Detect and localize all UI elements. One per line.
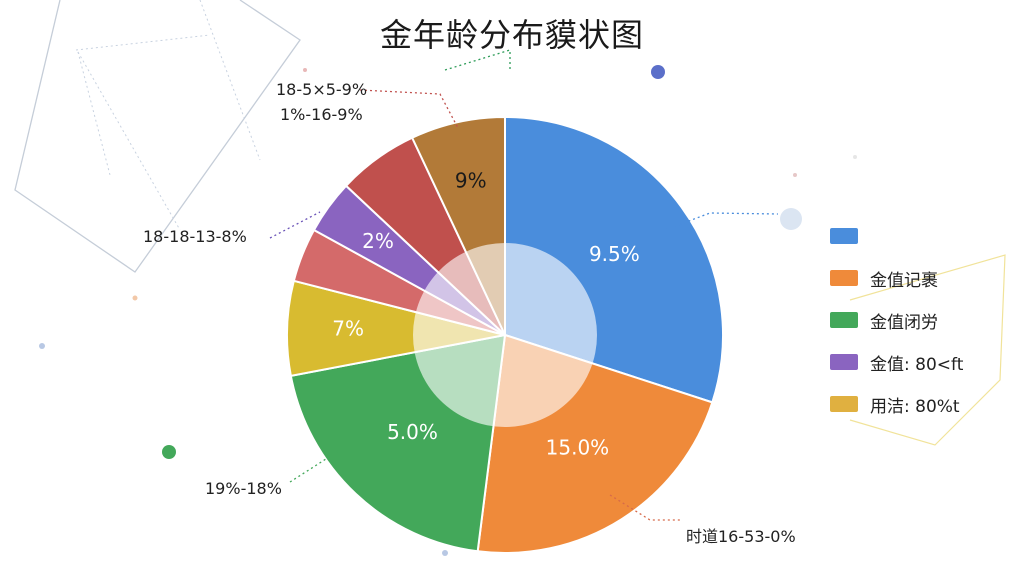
slice-label-2: 15.0% — [546, 436, 610, 460]
slice-label-8: 9% — [455, 168, 487, 192]
slice-label-3: 5.0% — [387, 420, 438, 444]
legend-label: 金值: 80<ft — [870, 354, 964, 375]
annotation-bottom-left: 19%-18% — [205, 479, 282, 498]
leader-line-bottom-right — [609, 494, 680, 521]
chart-title: 金年龄分布貘状图 — [379, 16, 644, 54]
slice-label-4: 7% — [332, 317, 364, 341]
legend-swatch — [830, 354, 858, 370]
legend-label: 金值记裹 — [870, 270, 938, 291]
annotation-left: 18-18-13-8% — [143, 227, 247, 246]
legend-swatch — [830, 270, 858, 286]
legend-item-2: 金值记裹 — [830, 268, 963, 291]
legend: 金值记裹金值闭労金值: 80<ft 用洁: 80%t — [830, 226, 963, 436]
decor-dot-light — [780, 208, 802, 230]
decor-dot-green — [162, 445, 176, 459]
decor-dot-blue — [651, 65, 665, 79]
center-glow — [413, 243, 597, 427]
slice-label-1: 9.5% — [589, 242, 640, 266]
leader-line-right — [664, 212, 779, 231]
legend-swatch — [830, 312, 858, 328]
legend-item-4: 金值: 80<ft — [830, 352, 964, 375]
leader-line-top — [444, 49, 511, 71]
legend-swatch — [830, 228, 858, 244]
annotation-bottom-right: 时道16-53-0% — [686, 527, 796, 546]
legend-item-5: 用洁: 80%t — [830, 394, 963, 417]
leader-line-top2 — [359, 89, 459, 129]
leader-line-left — [269, 211, 321, 239]
slice-label-6: 2% — [362, 229, 394, 253]
legend-item-3: 金值闭労 — [830, 310, 963, 333]
legend-label: 用洁: 80%t — [870, 396, 960, 417]
legend-swatch — [830, 396, 858, 412]
annotation-top-1: 18-5×5-9% — [276, 80, 368, 99]
annotation-top-2: 1%-16-9% — [280, 105, 363, 124]
legend-label: 金值闭労 — [870, 312, 938, 333]
legend-item-1 — [830, 226, 963, 246]
